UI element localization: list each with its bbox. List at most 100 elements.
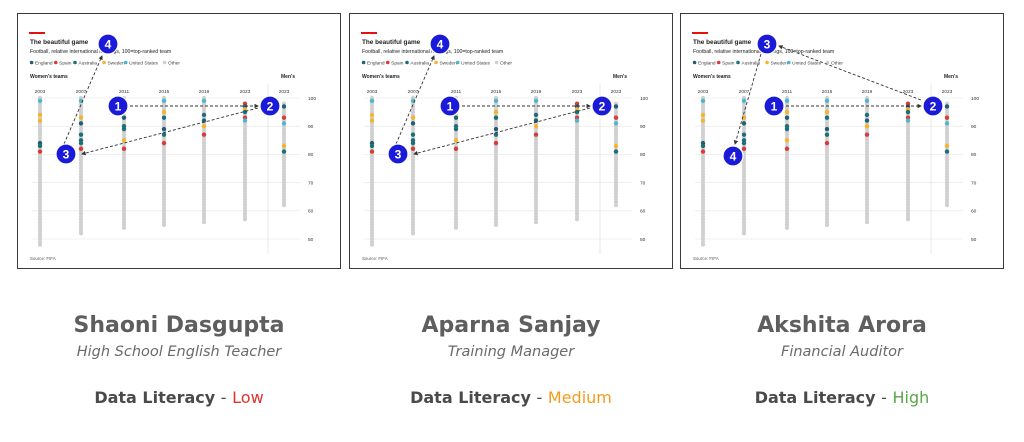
data-literacy: Data Literacy - High bbox=[680, 388, 1004, 407]
chart-title: The beautiful game bbox=[30, 39, 89, 46]
data-point-highlight bbox=[613, 143, 619, 149]
literacy-level: Low bbox=[232, 388, 264, 407]
data-point-highlight bbox=[410, 121, 416, 126]
data-point-highlight bbox=[369, 98, 375, 104]
data-point-highlight bbox=[453, 115, 459, 120]
y-tick-label: 50 bbox=[640, 237, 646, 243]
y-tick-label: 90 bbox=[971, 124, 977, 130]
legend-label: Australia bbox=[741, 60, 760, 66]
y-tick-label: 70 bbox=[308, 180, 314, 186]
step-number: 4 bbox=[105, 37, 112, 51]
year-label: 2003 bbox=[698, 89, 709, 95]
step-marker bbox=[756, 33, 778, 55]
legend-swatch bbox=[385, 60, 390, 65]
womens-label: Women's teams bbox=[693, 74, 731, 80]
source-note: Source: FIFA bbox=[30, 256, 56, 261]
data-point-highlight bbox=[741, 121, 747, 126]
mens-year-label: 2023 bbox=[279, 89, 290, 95]
year-label: 2023 bbox=[572, 89, 583, 95]
data-point-highlight bbox=[493, 126, 499, 132]
data-point-highlight bbox=[944, 115, 950, 120]
data-point bbox=[201, 219, 207, 225]
year-label: 2011 bbox=[782, 89, 793, 95]
legend-label: Spain bbox=[391, 60, 404, 66]
data-point-highlight bbox=[905, 118, 911, 123]
womens-label: Women's teams bbox=[362, 74, 400, 80]
y-tick-label: 100 bbox=[308, 96, 316, 102]
data-point-highlight bbox=[864, 112, 870, 118]
data-point-highlight bbox=[201, 124, 207, 129]
data-point bbox=[161, 222, 167, 227]
year-label: 2019 bbox=[862, 89, 873, 95]
mens-label: Men's bbox=[613, 74, 627, 80]
viz-panel-1: The beautiful game Football, relative int… bbox=[17, 13, 341, 269]
data-point-highlight bbox=[944, 149, 950, 154]
data-point-highlight bbox=[37, 118, 43, 123]
data-point-highlight bbox=[864, 98, 870, 104]
step-marker bbox=[439, 95, 461, 117]
literacy-separator: - bbox=[881, 388, 887, 407]
y-tick-label: 60 bbox=[971, 209, 977, 215]
data-point-highlight bbox=[824, 126, 830, 132]
data-point-highlight bbox=[281, 143, 287, 149]
person-card-2: Aparna Sanjay Training Manager Data Lite… bbox=[349, 312, 673, 407]
y-tick-label: 60 bbox=[640, 209, 646, 215]
year-label: 2007 bbox=[739, 89, 750, 95]
annotation-arrow bbox=[413, 107, 591, 156]
person-card-1: Shaoni Dasgupta High School English Teac… bbox=[17, 312, 341, 407]
data-point-highlight bbox=[864, 124, 870, 129]
y-tick-label: 50 bbox=[308, 237, 314, 243]
data-point-highlight bbox=[453, 126, 459, 132]
data-point bbox=[741, 231, 747, 236]
data-point-highlight bbox=[741, 98, 747, 104]
year-label: 2019 bbox=[531, 89, 542, 95]
legend-swatch bbox=[162, 60, 167, 65]
year-label: 2015 bbox=[159, 89, 170, 95]
data-point-highlight bbox=[201, 98, 207, 104]
data-point-highlight bbox=[281, 149, 287, 154]
data-point bbox=[78, 231, 84, 236]
data-point-highlight bbox=[78, 121, 84, 126]
data-point-highlight bbox=[533, 118, 539, 123]
legend-label: Spain bbox=[722, 60, 735, 66]
step-number: 1 bbox=[771, 99, 778, 113]
data-point-highlight bbox=[533, 124, 539, 129]
data-point-highlight bbox=[784, 115, 790, 120]
step-marker bbox=[429, 33, 451, 55]
y-tick-label: 80 bbox=[308, 152, 314, 158]
data-point-highlight bbox=[453, 138, 459, 143]
chart-background bbox=[350, 14, 672, 268]
legend-label: Australia bbox=[78, 60, 97, 66]
step-number: 2 bbox=[930, 99, 937, 113]
step-marker bbox=[922, 95, 944, 117]
data-point bbox=[121, 225, 127, 230]
viz-panel-2: The beautiful game Football, relative int… bbox=[349, 13, 673, 269]
data-point-highlight bbox=[410, 115, 416, 120]
data-point-highlight bbox=[533, 98, 539, 104]
data-point-highlight bbox=[741, 146, 747, 151]
data-point bbox=[453, 225, 459, 230]
data-point-highlight bbox=[453, 146, 459, 151]
year-label: 2023 bbox=[240, 89, 251, 95]
data-point-highlight bbox=[410, 146, 416, 151]
data-point-highlight bbox=[161, 109, 167, 115]
data-point-highlight bbox=[281, 121, 287, 126]
person-name: Aparna Sanjay bbox=[421, 313, 601, 338]
legend-swatch bbox=[73, 60, 77, 65]
data-point-highlight bbox=[493, 115, 499, 120]
title-accent-bar bbox=[361, 32, 377, 34]
step-marker bbox=[107, 95, 129, 117]
data-point-highlight bbox=[700, 112, 706, 118]
data-point-highlight bbox=[700, 118, 706, 123]
data-point-highlight bbox=[37, 149, 43, 154]
data-point-highlight bbox=[493, 140, 499, 146]
y-tick-label: 70 bbox=[971, 180, 977, 186]
data-point-highlight bbox=[37, 112, 43, 118]
literacy-label: Data Literacy bbox=[410, 388, 531, 407]
legend-label: Other bbox=[168, 60, 180, 66]
data-point-highlight bbox=[824, 140, 830, 146]
legend-label: England bbox=[367, 60, 385, 66]
annotation-arrow bbox=[778, 45, 922, 101]
data-point bbox=[281, 203, 287, 208]
data-point-highlight bbox=[784, 126, 790, 132]
